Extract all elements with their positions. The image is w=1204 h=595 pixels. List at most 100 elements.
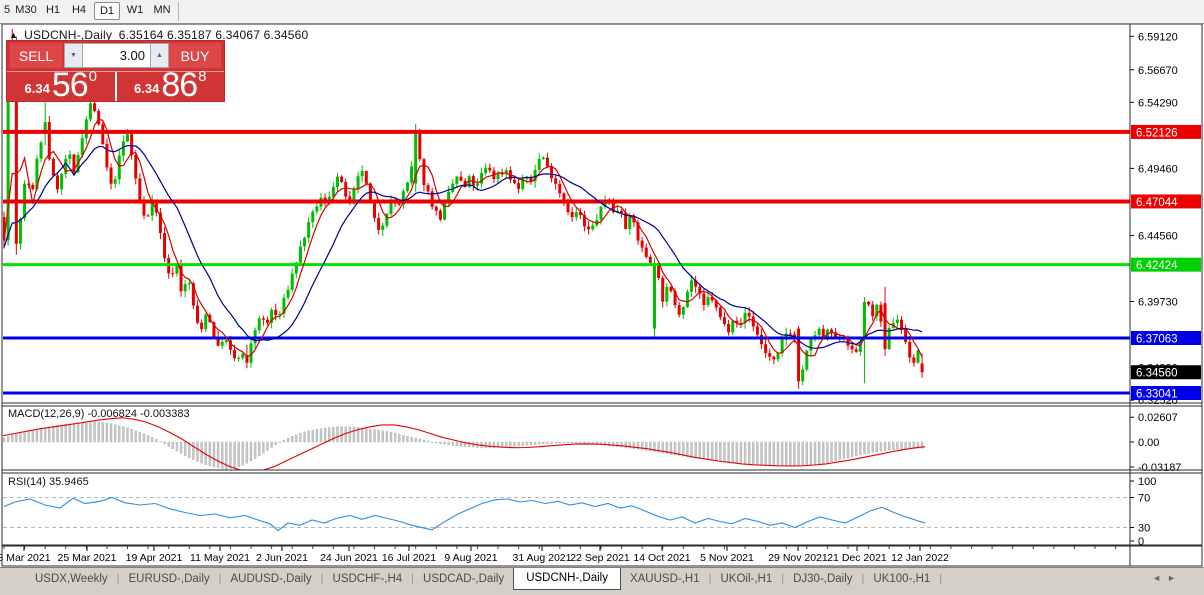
date-axis-label: 2 Jun 2021 — [256, 552, 308, 564]
macd-axis-label: 0.00 — [1138, 437, 1159, 449]
tab-usdchf-h4[interactable]: USDCHF-,H4 — [332, 573, 403, 585]
volume-decrease-button[interactable]: ▼ — [64, 43, 83, 68]
sell-price-point: 0 — [88, 68, 97, 85]
price-level-label: 6.47044 — [1136, 197, 1178, 209]
tab-usdcnh-daily-active[interactable]: USDCNH-,Daily — [513, 568, 621, 590]
trade-panel-prices: 6.34 56 0 6.34 86 8 — [7, 66, 225, 104]
timeframe-button-w1[interactable]: W1 — [126, 4, 144, 16]
chart-header: ▲ USDCNH-,Daily 6.35164 6.35187 6.34067 6… — [9, 28, 308, 42]
moving-averages — [3, 118, 923, 358]
triangle-down-icon: ▼ — [70, 52, 77, 59]
collapse-arrow-icon[interactable]: ▲ — [9, 30, 19, 40]
tab-xauusd-h1[interactable]: XAUUSD-,H1 — [629, 573, 700, 585]
tab-audusd-daily[interactable]: AUDUSD-,Daily — [230, 573, 312, 585]
current-price-label-bg — [1131, 365, 1201, 380]
macd-axis-label: -0.03187 — [1138, 462, 1181, 474]
price-axis-label: 6.39730 — [1138, 297, 1178, 309]
date-axis-label: 29 Nov 2021 — [768, 552, 828, 564]
timeframe-button-h1[interactable]: H1 — [45, 4, 61, 16]
rsi-axis-label: 30 — [1138, 523, 1150, 535]
timeframe-button-h4[interactable]: H4 — [71, 4, 87, 16]
tab-separator: | — [218, 573, 222, 585]
macd-signal-line — [3, 417, 926, 470]
price-level-label-bg — [1131, 257, 1201, 272]
timeframe-button-m30[interactable]: M30 — [15, 4, 37, 16]
price-axis-label: 6.56670 — [1138, 65, 1178, 77]
timeframe-toolbar: 5 M30 H1 H4 D1 W1 MN — [0, 0, 1204, 24]
triangle-up-icon: ▲ — [156, 52, 163, 59]
date-axis-label: 25 Mar 2021 — [58, 552, 117, 564]
volume-increase-button[interactable]: ▲ — [150, 43, 169, 68]
tab-usdcad-daily[interactable]: USDCAD-,Daily — [423, 573, 505, 585]
price-axis-label: 6.54290 — [1138, 97, 1178, 109]
buy-price-button[interactable]: 6.34 86 8 — [117, 66, 225, 104]
tab-usdx-weekly[interactable]: USDX,Weekly — [35, 573, 108, 585]
chart-symbol-label: USDCNH-,Daily — [24, 28, 113, 42]
tab-separator: | — [708, 573, 712, 585]
macd-axis-label: 0.02607 — [1138, 412, 1178, 424]
tab-separator: | — [861, 573, 865, 585]
price-level-label-bg — [1131, 124, 1201, 139]
date-axis-label: 19 Apr 2021 — [126, 552, 183, 564]
price-level-label: 6.42424 — [1136, 260, 1178, 272]
buy-price-major: 6.34 — [134, 81, 160, 96]
tabs-scroll-right-icon[interactable]: ► — [1167, 573, 1182, 583]
rsi-axis-label: 70 — [1138, 493, 1150, 505]
tab-separator: | — [116, 573, 120, 585]
candlestick-series — [3, 29, 924, 389]
price-axis-label: 6.44560 — [1138, 230, 1178, 242]
one-click-trading-panel: SELL ▼ ▲ BUY 6.34 56 0 6.34 86 8 — [6, 40, 225, 102]
chart-tab-bar: USDX,Weekly | EURUSD-,Daily | AUDUSD-,Dail… — [0, 567, 1204, 595]
sell-price-major: 6.34 — [24, 81, 50, 96]
macd-series — [3, 417, 926, 470]
date-axis-label: 12 Jan 2022 — [891, 552, 949, 564]
tab-ukoil-h1[interactable]: UKOil-,H1 — [720, 573, 773, 585]
toolbar-separator — [178, 2, 179, 21]
price-level-label-bg — [1131, 330, 1201, 345]
buy-button[interactable]: BUY — [169, 43, 221, 68]
date-axis-label: 14 Oct 2021 — [633, 552, 690, 564]
timeframe-button-d1[interactable]: D1 — [94, 2, 120, 20]
tab-eurusd-daily[interactable]: EURUSD-,Daily — [128, 573, 210, 585]
date-axis-label: 31 Aug 2021 — [513, 552, 572, 564]
price-axis-label: 6.59120 — [1138, 31, 1178, 43]
price-level-label-bg — [1131, 386, 1201, 401]
tab-separator: | — [320, 573, 324, 585]
date-axis-label: 3 Mar 2021 — [0, 552, 51, 564]
rsi-indicator-label: RSI(14) 35.9465 — [8, 476, 89, 488]
timeframe-button-m5[interactable]: 5 — [4, 4, 11, 16]
date-axis-label: 22 Sep 2021 — [570, 552, 630, 564]
volume-stepper: ▼ ▲ — [64, 43, 169, 68]
trade-panel-controls: SELL ▼ ▲ BUY — [7, 41, 224, 70]
tab-scroll-arrows: ◄► — [1152, 573, 1182, 583]
chart-tabs: USDX,Weekly | EURUSD-,Daily | AUDUSD-,Dail… — [26, 568, 942, 590]
tab-dj30-daily[interactable]: DJ30-,Daily — [793, 573, 853, 585]
price-level-label: 6.33041 — [1136, 389, 1178, 401]
buy-price-pips: 86 — [161, 66, 198, 104]
tab-separator: | — [939, 573, 943, 585]
volume-input[interactable] — [83, 43, 150, 68]
price-level-label: 6.52126 — [1136, 127, 1178, 139]
date-axis-label: 5 Nov 2021 — [700, 552, 754, 564]
tabs-scroll-left-icon[interactable]: ◄ — [1152, 573, 1168, 583]
date-axis-label: 11 May 2021 — [190, 552, 250, 564]
buy-price-point: 8 — [198, 68, 207, 85]
date-axis-label: 16 Jul 2021 — [382, 552, 436, 564]
date-axis-label: 21 Dec 2021 — [827, 552, 887, 564]
sell-button[interactable]: SELL — [10, 43, 62, 68]
chart-canvas[interactable]: 3 Mar 2021 25 Mar 2021 19 Apr 2021 11 May 2… — [0, 0, 1204, 567]
sell-price-pips: 56 — [51, 66, 89, 104]
rsi-axis-label: 100 — [1138, 476, 1156, 488]
tab-uk100-h1[interactable]: UK100-,H1 — [873, 573, 931, 585]
tab-separator: | — [411, 573, 415, 585]
price-level-label-bg — [1131, 194, 1201, 209]
rsi-axis-label: 0 — [1138, 536, 1144, 548]
price-axis-label: 6.49460 — [1138, 163, 1178, 175]
date-axis-label: 24 Jun 2021 — [320, 552, 378, 564]
chart-ohlc-values: 6.35164 6.35187 6.34067 6.34560 — [118, 28, 309, 42]
price-level-label: 6.37063 — [1136, 333, 1178, 345]
timeframe-button-mn[interactable]: MN — [153, 4, 171, 16]
ma-slow-line — [3, 145, 923, 349]
date-axis-label: 9 Aug 2021 — [444, 552, 497, 564]
sell-price-button[interactable]: 6.34 56 0 — [7, 66, 117, 104]
